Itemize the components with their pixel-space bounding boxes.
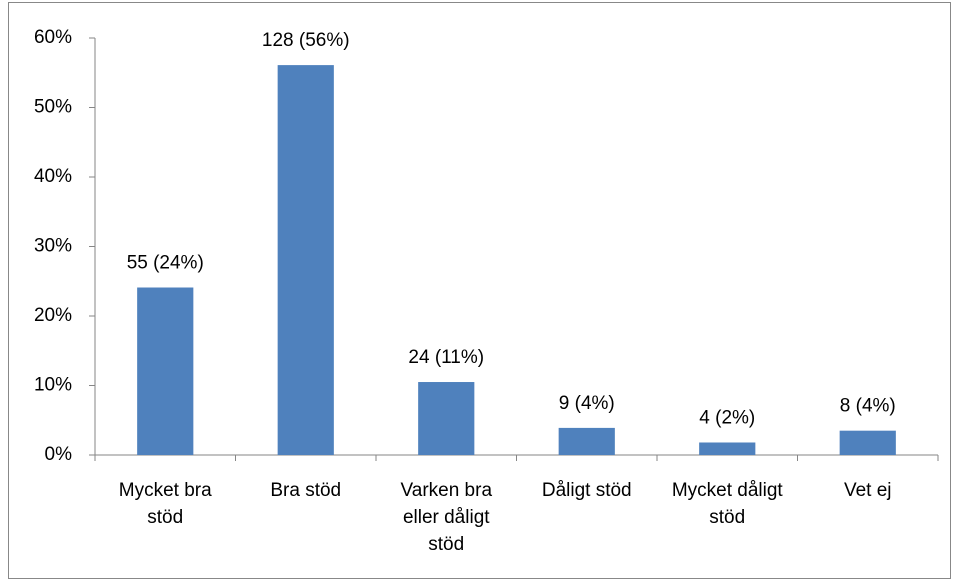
bar — [558, 427, 615, 455]
bar — [137, 287, 194, 455]
y-tick-label: 10% — [34, 375, 72, 396]
bar — [418, 382, 475, 455]
data-label: 4 (2%) — [699, 408, 755, 429]
y-tick-label: 60% — [34, 27, 72, 48]
x-tick-label: Varken bra eller dåligt stöd — [400, 480, 493, 555]
x-tick-label: Vet ej — [843, 480, 892, 501]
bar — [277, 65, 334, 455]
data-label: 9 (4%) — [559, 393, 615, 414]
x-tick-label: Dåligt stöd — [541, 480, 632, 501]
bar — [839, 430, 896, 455]
y-tick-label: 20% — [34, 305, 72, 326]
y-tick-label: 0% — [45, 444, 73, 465]
y-tick-label: 30% — [34, 236, 72, 257]
data-label: 55 (24%) — [127, 253, 204, 274]
x-tick-label: Mycket bra stöd — [118, 480, 212, 528]
data-label: 24 (11%) — [408, 347, 484, 368]
x-tick-label: Mycket dåligt stöd — [671, 480, 783, 528]
chart-frame — [8, 2, 951, 579]
data-label: 8 (4%) — [840, 396, 896, 417]
y-tick-label: 50% — [34, 97, 72, 118]
y-tick-label: 40% — [34, 166, 72, 187]
data-label: 128 (56%) — [262, 30, 350, 51]
bar — [699, 442, 756, 455]
x-tick-label: Bra stöd — [270, 480, 342, 501]
